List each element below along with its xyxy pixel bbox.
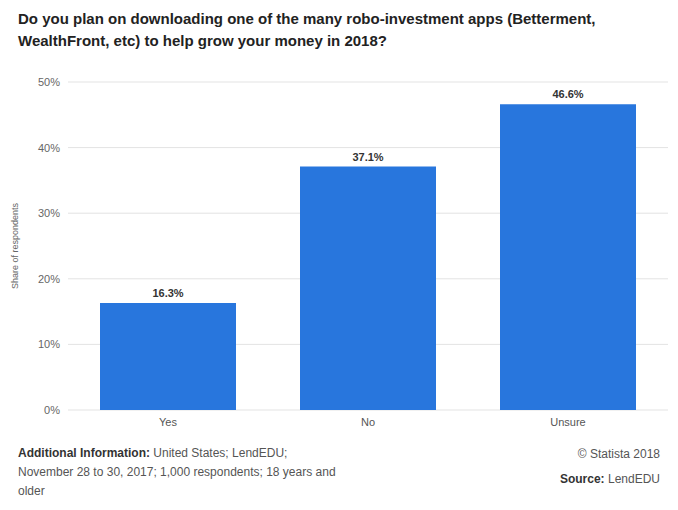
svg-text:Yes: Yes: [159, 416, 177, 428]
svg-text:40%: 40%: [38, 142, 60, 154]
svg-text:Unsure: Unsure: [550, 416, 585, 428]
svg-text:50%: 50%: [38, 76, 60, 88]
svg-text:30%: 30%: [38, 207, 60, 219]
html-text:Share of respondents: Share of respondents: [10, 203, 20, 289]
html-text:Do you plan on downloading one: Do you plan on downloading one of the ma…: [18, 10, 596, 49]
svg-text:No: No: [361, 416, 375, 428]
svg-text:20%: 20%: [38, 273, 60, 285]
html-text:Additional Information: United: Additional Information: United States; L…: [18, 446, 336, 498]
svg-text:0%: 0%: [44, 404, 60, 416]
html-text:Source: LendEDU: Source: LendEDU: [559, 472, 660, 486]
svg-text:37.1%: 37.1%: [352, 151, 383, 163]
html-text:© Statista 2018: © Statista 2018: [577, 447, 660, 461]
svg-text:10%: 10%: [38, 338, 60, 350]
svg-text:16.3%: 16.3%: [152, 287, 183, 299]
svg-text:46.6%: 46.6%: [552, 88, 583, 100]
